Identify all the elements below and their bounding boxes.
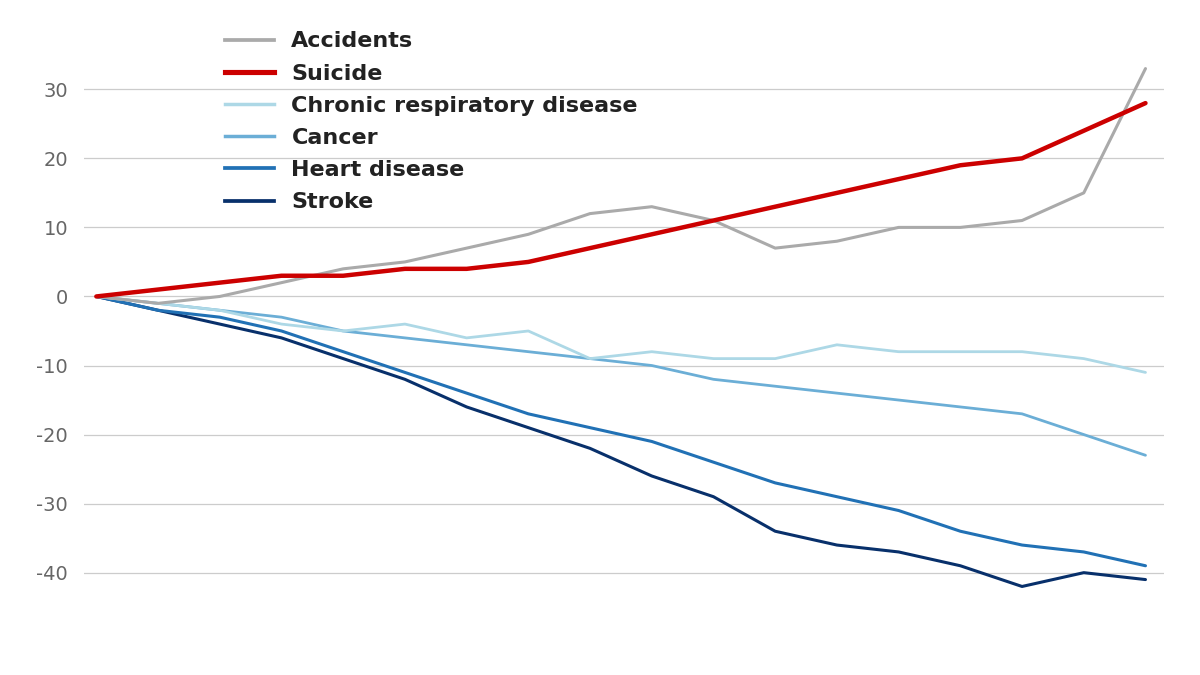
Legend: Accidents, Suicide, Chronic respiratory disease, Cancer, Heart disease, Stroke: Accidents, Suicide, Chronic respiratory … (224, 31, 638, 213)
